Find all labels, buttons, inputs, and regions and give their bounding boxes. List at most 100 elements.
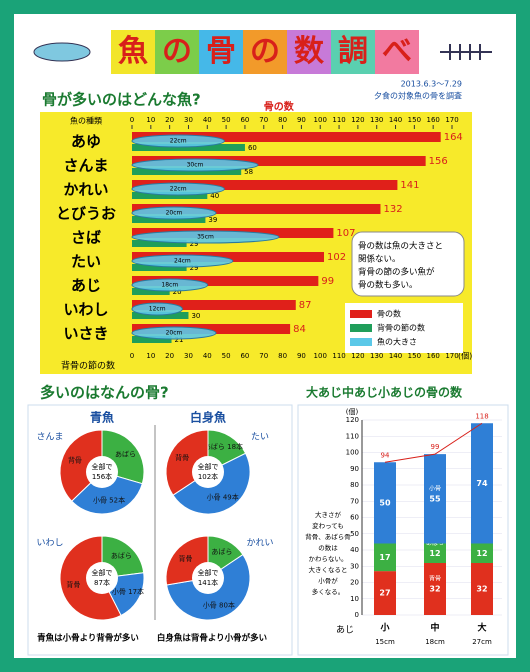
note: 背骨、あばら骨 <box>305 532 351 541</box>
y-tick-label: 100 <box>346 449 359 457</box>
poster: 魚の骨の数調べ 2013.6.3〜7.29 夕食の対象魚の骨を調査 骨が多いのは… <box>0 0 530 672</box>
x-tick-label: 90 <box>297 116 306 124</box>
x-tick-label: 50 <box>222 116 231 124</box>
value-label: 164 <box>444 132 463 143</box>
total-label: 102本 <box>198 472 218 481</box>
size-label: 22cm <box>170 138 187 145</box>
y-tick-label: 70 <box>350 497 359 505</box>
category-label: とびうお <box>56 205 116 223</box>
pie-center <box>192 562 224 594</box>
x-tick-label: 150 <box>408 352 421 360</box>
x-tick-label: 110 <box>332 116 345 124</box>
size-label: 18cm <box>161 282 178 289</box>
value-label: 99 <box>321 276 334 287</box>
x-tick-label: 150 <box>408 116 421 124</box>
category-label: あじ <box>71 277 101 295</box>
category-header: 魚の種類 <box>70 116 102 126</box>
segment-label: 32 <box>429 585 440 594</box>
x-tick-label: 140 <box>389 352 402 360</box>
group-title: 白身魚 <box>190 410 226 425</box>
value-label: 58 <box>244 168 253 176</box>
conclusion: 青魚は小骨より背骨が多い <box>37 633 139 644</box>
slice-label: あばら <box>211 547 232 556</box>
y-tick-label: 90 <box>350 465 359 473</box>
total-label: 118 <box>475 412 488 420</box>
segment-label: 50 <box>379 498 391 507</box>
value-label: 39 <box>208 216 217 224</box>
total-label: 87本 <box>94 578 110 587</box>
x-tick-label: 130 <box>370 352 383 360</box>
slice-label: 背骨 <box>68 455 82 464</box>
size-label: 18cm <box>425 638 445 646</box>
category-label: あゆ <box>71 133 101 151</box>
x-tick-label: 中 <box>430 622 439 634</box>
y-tick-label: 0 <box>355 611 359 619</box>
x-tick-label: 100 <box>314 116 327 124</box>
value-label: 156 <box>429 156 448 167</box>
fish-icon <box>34 43 90 61</box>
note: 骨の数は魚の大きさと <box>358 241 443 252</box>
value-label: 102 <box>327 252 346 263</box>
total-label: 全部で <box>198 568 219 577</box>
survey: 夕食の対象魚の骨を調査 <box>374 91 462 101</box>
note: 大きさが <box>315 510 342 519</box>
legend-label: 魚の大きさ <box>377 337 417 347</box>
x-tick-label: 170 <box>445 352 458 360</box>
note: かわらない。 <box>309 555 348 563</box>
x-tick-label: 80 <box>278 352 287 360</box>
x-tick-label: 20 <box>165 116 174 124</box>
note: 変わっても <box>312 521 344 530</box>
y-tick-label: 110 <box>346 432 359 440</box>
note: 背骨の節の多い魚が <box>358 267 435 278</box>
y-tick-label: 60 <box>350 514 359 522</box>
segment-label: 12 <box>429 549 440 558</box>
segment-label: 55 <box>429 494 441 503</box>
legend-label: 骨の数 <box>377 309 401 319</box>
x-tick-label: 140 <box>389 116 402 124</box>
conclusion: 白身魚は背骨より小骨が多い <box>157 633 267 644</box>
axis-title: 骨の数 <box>264 100 295 113</box>
y-tick-label: 80 <box>350 481 359 489</box>
x-tick-label: 90 <box>297 352 306 360</box>
segment-label: 17 <box>379 553 390 562</box>
note: 小骨が <box>318 576 338 585</box>
y-tick-label: 10 <box>350 595 359 603</box>
pie-center <box>192 456 224 488</box>
size-label: 12cm <box>149 306 166 313</box>
slice-label: あばら <box>111 551 132 560</box>
x-tick-label: 0 <box>130 116 134 124</box>
x-tick-label: 10 <box>146 352 155 360</box>
segment-label: 32 <box>476 585 487 594</box>
section-title: 多いのはなんの骨? <box>40 384 169 402</box>
value-label: 60 <box>248 144 257 152</box>
x-tick-label: 70 <box>259 116 268 124</box>
total-label: 156本 <box>92 472 112 481</box>
fish-name: かれい <box>246 538 273 549</box>
total-label: 141本 <box>198 578 218 587</box>
total-label: 94 <box>381 451 390 459</box>
value-label: 30 <box>191 312 200 320</box>
size-label: 22cm <box>170 186 187 193</box>
y-tick-label: 50 <box>350 530 359 538</box>
x-tick-label: 20 <box>165 352 174 360</box>
x-tick-label: 30 <box>184 352 193 360</box>
legend-swatch <box>350 310 372 318</box>
category-label: いさき <box>63 325 108 343</box>
category-label: さんま <box>63 157 108 175</box>
x-tick-label: 120 <box>351 352 364 360</box>
category-label: たい <box>71 253 101 271</box>
size-label: 20cm <box>166 330 183 337</box>
x-tick-label: 60 <box>240 352 249 360</box>
slice-label: 背骨 <box>66 580 80 589</box>
slice-label: 小骨 80本 <box>203 600 235 609</box>
x-tick-label: 130 <box>370 116 383 124</box>
slice-label: あばら 18本 <box>204 442 243 451</box>
segment-name: 小骨 <box>429 484 441 492</box>
note: の数は <box>318 543 338 552</box>
size-label: 30cm <box>187 162 204 169</box>
value-label: 84 <box>293 324 306 335</box>
category-label: いわし <box>63 301 108 319</box>
total-label: 99 <box>431 443 440 451</box>
value-label: 141 <box>400 180 419 191</box>
size-label: 35cm <box>197 234 214 241</box>
